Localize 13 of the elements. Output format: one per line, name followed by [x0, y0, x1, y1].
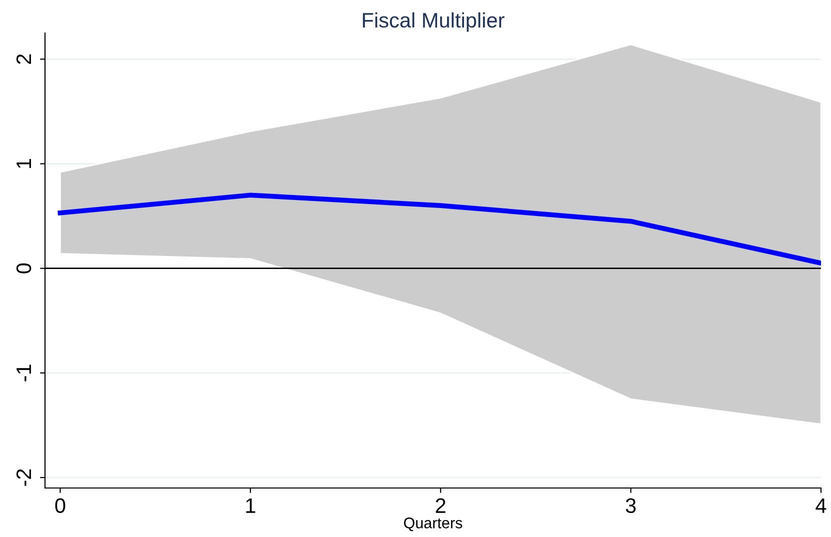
- x-axis-title: Quarters: [404, 518, 462, 532]
- line-series: [58, 192, 821, 266]
- y-tick-label: 2: [16, 54, 31, 64]
- x-tick-label: 1: [246, 498, 256, 513]
- y-tick-label: -2: [16, 469, 31, 486]
- x-tick-label: 2: [436, 498, 446, 513]
- x-tick-label: 0: [55, 498, 66, 514]
- y-tick-label: 0: [16, 263, 32, 274]
- x-tick-label: 4: [816, 498, 826, 513]
- y-tick-label: 1: [16, 158, 31, 168]
- x-tick-label: 3: [626, 498, 636, 514]
- y-tick-label: -1: [16, 364, 31, 382]
- chart-title: Fiscal Multiplier: [362, 12, 504, 32]
